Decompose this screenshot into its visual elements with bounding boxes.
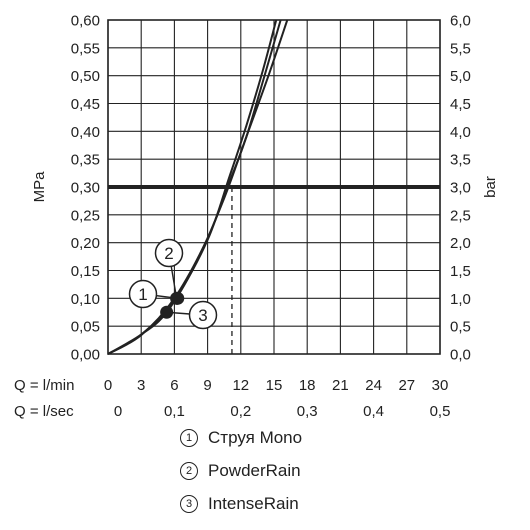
callout-circle-3 [188,300,218,330]
legend-marker-1: 1 [180,429,198,447]
legend-item-intenserain: 3 IntenseRain [180,494,299,514]
x-lmin-tick-label: 24 [365,377,382,394]
callout-number-3: 3 [198,306,207,325]
y-left-tick-label: 0,35 [71,152,100,169]
y-right-tick-label: 2,5 [450,207,471,224]
legend-label-powderrain: PowderRain [208,461,301,480]
x-lmin-tick-label: 15 [266,377,283,394]
y-right-tick-label: 5,0 [450,68,471,85]
chart-ticks: 0,000,050,100,150,200,250,300,350,400,45… [14,13,499,421]
y-right-tick-label: 1,0 [450,291,471,308]
x-lmin-axis-label: Q = l/min [14,377,74,394]
series-point-3 [160,305,174,319]
y-left-tick-label: 0,10 [71,291,100,308]
y-right-tick-label: 4,0 [450,124,471,141]
y-left-tick-label: 0,60 [71,13,100,30]
x-lmin-tick-label: 18 [299,377,316,394]
x-lmin-tick-label: 0 [104,377,112,394]
series-point-2 [170,291,184,305]
x-lsec-tick-label: 0,2 [230,403,251,420]
y-left-tick-label: 0,50 [71,68,100,85]
y-left-tick-label: 0,15 [71,263,100,280]
chart-curves [108,19,289,355]
pressure-flow-chart: 123 0,000,050,100,150,200,250,300,350,40… [14,13,499,421]
y-right-axis-label: bar [482,176,499,198]
y-right-tick-label: 6,0 [450,13,471,30]
x-lsec-tick-label: 0,4 [363,403,384,420]
y-left-tick-label: 0,20 [71,235,100,252]
y-left-tick-label: 0,40 [71,124,100,141]
callout-number-1: 1 [138,285,147,304]
x-lsec-tick-label: 0 [114,403,122,420]
x-lmin-tick-label: 12 [232,377,249,394]
x-lmin-tick-label: 6 [170,377,178,394]
legend-label-intenserain: IntenseRain [208,494,299,513]
y-right-tick-label: 5,5 [450,40,471,57]
x-lsec-axis-label: Q = l/sec [14,403,74,420]
y-right-tick-label: 3,0 [450,180,471,197]
y-left-tick-label: 0,30 [71,180,100,197]
chart-grid [107,19,441,355]
x-lmin-tick-label: 21 [332,377,349,394]
legend-marker-3: 3 [180,495,198,513]
series-line-3 [108,19,289,355]
y-left-tick-label: 0,00 [71,347,100,364]
legend-label-mono: Струя Mono [208,428,303,447]
y-left-axis-label: MPa [31,171,48,203]
legend-item-powderrain: 2 PowderRain [180,461,301,481]
y-left-tick-label: 0,55 [71,40,100,57]
y-left-tick-label: 0,25 [71,207,100,224]
y-left-tick-label: 0,45 [71,96,100,113]
x-lsec-tick-label: 0,3 [297,403,318,420]
y-right-tick-label: 2,0 [450,235,471,252]
chart-markers: 1 2 3 [128,238,218,330]
y-right-tick-label: 1,5 [450,263,471,280]
x-lmin-tick-label: 3 [137,377,145,394]
y-left-tick-label: 0,05 [71,319,100,336]
callout-circle-2 [154,238,184,268]
y-right-tick-label: 0,0 [450,347,471,364]
x-lsec-tick-label: 0,1 [164,403,185,420]
x-lmin-tick-label: 9 [203,377,211,394]
callout-circle-1 [128,279,158,309]
callout-number-2: 2 [164,244,173,263]
legend-marker-2: 2 [180,462,198,480]
y-right-tick-label: 3,5 [450,152,471,169]
x-lsec-tick-label: 0,5 [430,403,451,420]
legend-item-mono: 1 Струя Mono [180,428,302,448]
x-lmin-tick-label: 30 [432,377,449,394]
y-right-tick-label: 4,5 [450,96,471,113]
x-lmin-tick-label: 27 [398,377,415,394]
y-right-tick-label: 0,5 [450,319,471,336]
